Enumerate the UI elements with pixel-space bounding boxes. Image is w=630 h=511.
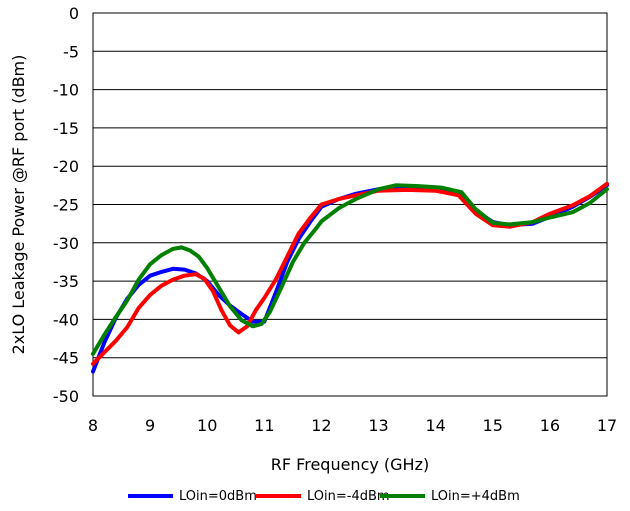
y-tick-label: -40 xyxy=(53,310,79,329)
y-tick-label: -45 xyxy=(53,349,79,368)
series-lines xyxy=(91,181,609,374)
y-tick-label: -5 xyxy=(63,42,79,61)
x-tick-label: 12 xyxy=(311,416,331,435)
y-tick-label: -10 xyxy=(53,81,79,100)
y-axis-title: 2xLO Leakage Power @RF port (dBm) xyxy=(9,55,28,355)
series-line xyxy=(91,183,609,356)
x-tick-label: 10 xyxy=(197,416,217,435)
y-tick-label: -15 xyxy=(53,119,79,138)
x-tick-label: 15 xyxy=(483,416,503,435)
x-tick-label: 13 xyxy=(368,416,388,435)
y-tick-label: -35 xyxy=(53,272,79,291)
x-tick-label: 16 xyxy=(540,416,560,435)
y-axis-ticks: 0 -5 -10 -15 -20 -25 -30 -35 -40 -45 -50 xyxy=(53,4,79,406)
x-tick-label: 9 xyxy=(145,416,155,435)
legend-label: LOin=-4dBm xyxy=(307,489,390,504)
series-line xyxy=(91,183,609,374)
y-tick-label: -25 xyxy=(53,196,79,215)
y-tick-label: -20 xyxy=(53,157,79,176)
x-axis-title: RF Frequency (GHz) xyxy=(271,455,429,474)
series-line xyxy=(91,181,609,366)
legend: LOin=0dBm LOin=-4dBm LOin=+4dBm xyxy=(128,489,520,504)
grid xyxy=(93,12,607,397)
x-axis-ticks: 8 9 10 11 12 13 14 15 16 17 xyxy=(88,416,617,435)
legend-label: LOin=0dBm xyxy=(179,489,257,504)
y-tick-label: -30 xyxy=(53,234,79,253)
y-tick-label: -50 xyxy=(53,387,79,406)
x-tick-label: 17 xyxy=(597,416,617,435)
x-tick-label: 8 xyxy=(88,416,98,435)
x-tick-label: 11 xyxy=(254,416,274,435)
y-tick-label: 0 xyxy=(69,4,79,23)
plot-area-frame xyxy=(92,12,608,397)
x-tick-label: 14 xyxy=(425,416,445,435)
legend-label: LOin=+4dBm xyxy=(431,489,520,504)
